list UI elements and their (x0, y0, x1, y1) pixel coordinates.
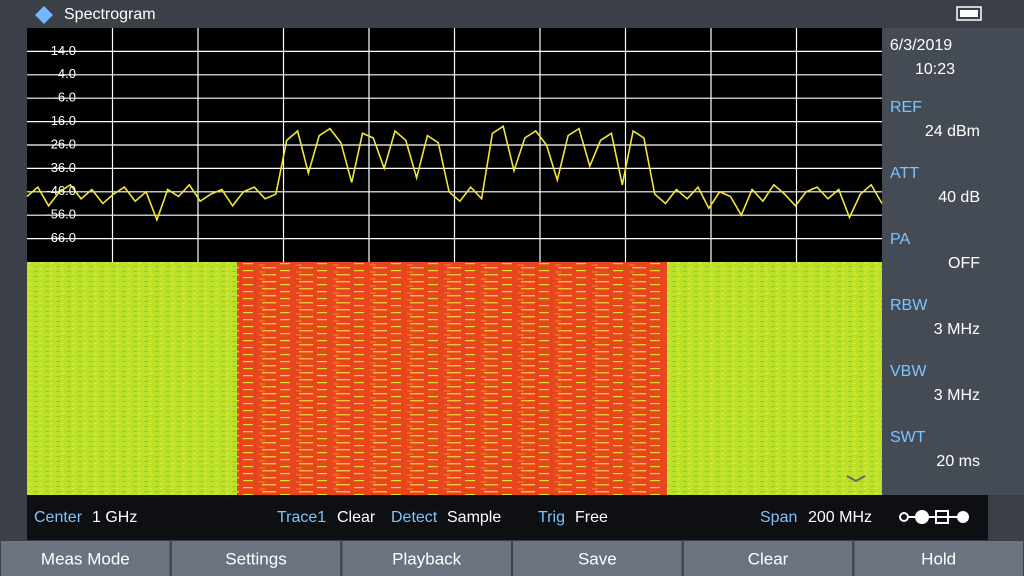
status-label: Trace1 (277, 509, 326, 526)
y-tick-label: 4.0 (58, 66, 76, 81)
setting-value: 20 ms (936, 453, 980, 470)
status-value: Free (575, 509, 608, 526)
status-icons (899, 510, 969, 524)
y-tick-label: -26.0 (46, 136, 76, 151)
softkey[interactable] (1, 541, 170, 576)
status-label: Trig (538, 509, 565, 526)
time: 10:23 (915, 61, 955, 78)
y-tick-label: -66.0 (46, 230, 76, 245)
softkey-label[interactable]: Meas Mode (41, 549, 130, 568)
status-label: Center (34, 509, 83, 526)
title-bar (0, 0, 1024, 28)
scroll-hint (846, 475, 866, 483)
setting-label: VBW (890, 363, 927, 380)
status-value: 200 MHz (808, 509, 872, 526)
softkey[interactable] (513, 541, 682, 576)
status-value: 1 GHz (92, 509, 137, 526)
softkey-label[interactable]: Settings (225, 549, 286, 568)
softkey[interactable] (342, 541, 511, 576)
y-tick-label: -36.0 (46, 160, 76, 175)
softkey[interactable] (171, 541, 341, 576)
setting-label: RBW (890, 297, 928, 314)
y-tick-label: -16.0 (46, 113, 76, 128)
status-label: Detect (391, 509, 438, 526)
spectrogram-noise (667, 262, 882, 495)
trace-line (26, 125, 883, 223)
status-value: Sample (447, 509, 501, 526)
status-label: Span (760, 509, 797, 526)
spectrogram-noise (27, 262, 237, 495)
app-icon (35, 6, 53, 24)
y-tick-label: -56.0 (46, 207, 76, 222)
setting-value: OFF (948, 255, 980, 272)
softkey[interactable] (854, 541, 1023, 576)
side-panel (882, 28, 1024, 495)
spectrogram-signal (237, 262, 667, 495)
battery-icon (956, 6, 982, 21)
softkey-label[interactable]: Hold (921, 549, 956, 568)
setting-label: PA (890, 231, 910, 248)
setting-value: 40 dB (938, 189, 980, 206)
setting-value: 24 dBm (925, 123, 980, 140)
setting-label: ATT (890, 165, 919, 182)
setting-value: 3 MHz (934, 387, 980, 404)
y-tick-label: -6.0 (54, 90, 76, 105)
y-tick-label: 14.0 (51, 43, 76, 58)
status-bar (27, 495, 882, 540)
setting-value: 3 MHz (934, 321, 980, 338)
date: 6/3/2019 (890, 37, 952, 54)
setting-label: SWT (890, 429, 926, 446)
app-title: Spectrogram (64, 6, 156, 23)
softkey-label[interactable]: Save (578, 549, 617, 568)
softkey[interactable] (683, 541, 853, 576)
battery-level (960, 10, 978, 17)
y-tick-label: -46.0 (46, 183, 76, 198)
setting-label: REF (890, 99, 922, 116)
softkey-label[interactable]: Clear (748, 549, 789, 568)
softkey-label[interactable]: Playback (392, 549, 461, 568)
status-value: Clear (337, 509, 376, 526)
